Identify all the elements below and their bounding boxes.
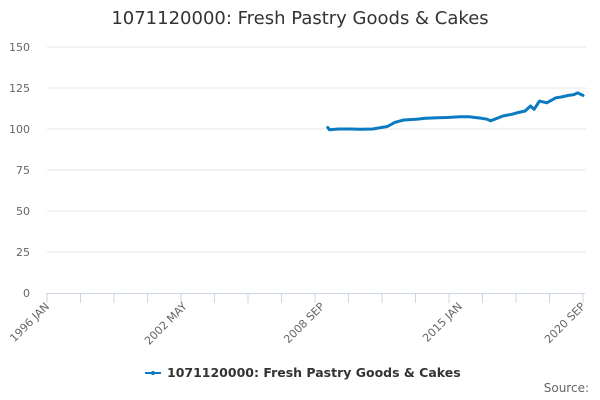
svg-text:0: 0	[23, 287, 30, 300]
svg-text:150: 150	[9, 41, 30, 54]
data-series-line[interactable]	[326, 91, 585, 132]
svg-text:125: 125	[9, 82, 30, 95]
svg-text:100: 100	[9, 123, 30, 136]
x-axis: 1996 JAN 2002 MAY 2008 SEP 2015 JAN 2020 SEP	[7, 293, 588, 348]
svg-text:2015 JAN: 2015 JAN	[420, 300, 465, 345]
svg-text:2020 SEP: 2020 SEP	[542, 300, 588, 346]
source-credit: Source:	[543, 381, 589, 395]
svg-text:50: 50	[16, 205, 30, 218]
legend-label: 1071120000: Fresh Pastry Goods & Cakes	[167, 365, 461, 380]
svg-text:2002 MAY: 2002 MAY	[142, 300, 190, 348]
svg-text:2008 SEP: 2008 SEP	[281, 300, 327, 346]
legend-line-marker-icon	[145, 367, 161, 379]
svg-text:75: 75	[16, 164, 30, 177]
svg-text:25: 25	[16, 246, 30, 259]
svg-text:1996 JAN: 1996 JAN	[7, 300, 52, 345]
legend-item[interactable]: 1071120000: Fresh Pastry Goods & Cakes	[145, 365, 461, 380]
chart-title: 1071120000: Fresh Pastry Goods & Cakes	[111, 8, 489, 29]
y-axis-labels: 0 25 50 75 100 125 150	[9, 41, 30, 300]
y-gridlines	[47, 46, 586, 253]
